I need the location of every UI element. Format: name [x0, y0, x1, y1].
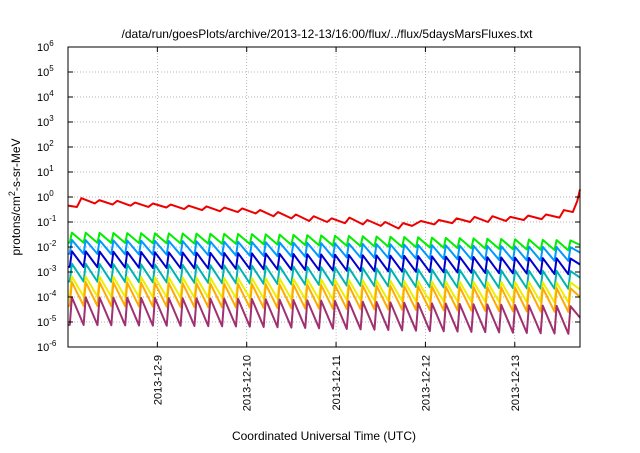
series-line-8 [67, 296, 581, 335]
grid [68, 47, 580, 347]
series-line-2 [67, 231, 581, 252]
x-tick-label: 2013-12-11 [331, 355, 343, 410]
series-line-3 [67, 238, 581, 263]
x-tick-label: 2013-12-12 [420, 355, 432, 411]
y-axis-label-sup: 2 [7, 191, 17, 196]
y-axis-label-prefix: protons/cm [9, 196, 23, 255]
y-tick-label: 100 [37, 189, 54, 204]
x-tick-label: 2013-12-9 [152, 355, 164, 405]
series-group [67, 189, 581, 335]
x-tick-label: 2013-12-10 [242, 355, 254, 411]
y-tick-label: 101 [37, 164, 54, 179]
y-tick-label: 104 [37, 89, 54, 104]
chart-title: /data/run/goesPlots/archive/2013-12-13/1… [122, 27, 534, 41]
y-tick-label: 10-6 [37, 339, 57, 354]
series-line-4 [67, 250, 581, 276]
x-axis-label: Coordinated Universal Time (UTC) [232, 429, 416, 443]
series-line-7 [67, 281, 581, 313]
series-line-5 [67, 262, 581, 290]
y-tick-label: 106 [37, 39, 54, 54]
y-tick-label: 10-1 [37, 214, 57, 229]
y-tick-label: 10-4 [37, 289, 57, 304]
y-tick-label: 10-2 [37, 239, 57, 254]
y-axis-label-suffix: -s-sr-MeV [9, 138, 23, 191]
y-axis-label: protons/cm2-s-sr-MeV [7, 138, 23, 255]
y-tick-label: 105 [37, 64, 54, 79]
y-tick-label: 103 [37, 114, 54, 129]
x-axis: 2013-12-9 2013-12-10 2013-12-11 2013-12-12 2… [152, 47, 522, 411]
y-tick-label: 10-3 [37, 264, 57, 279]
series-line-1 [67, 189, 581, 230]
y-axis: 10-6 10-5 10-4 10-3 10-2 10-1 100 101 102 103 104 1… [37, 39, 580, 354]
y-tick-label: 102 [37, 139, 54, 154]
x-tick-label: 2013-12-13 [510, 355, 522, 411]
y-tick-label: 10-5 [37, 314, 57, 329]
